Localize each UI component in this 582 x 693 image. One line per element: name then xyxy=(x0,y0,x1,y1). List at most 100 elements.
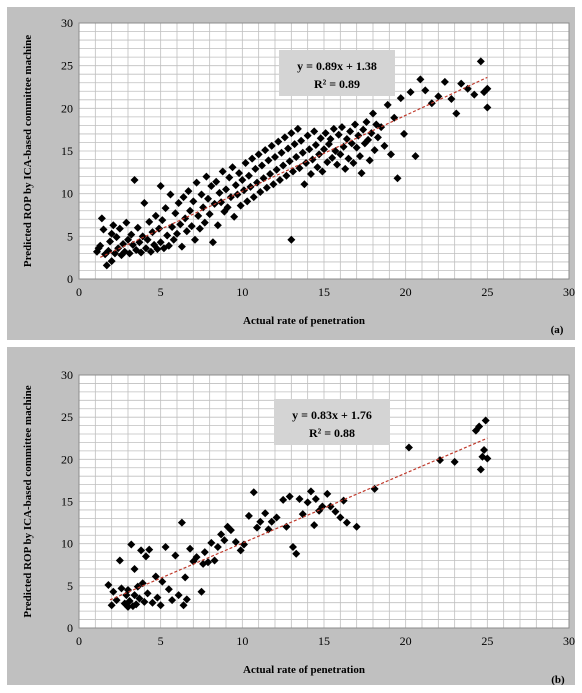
data-point xyxy=(145,545,154,554)
data-point xyxy=(174,199,183,208)
data-point xyxy=(228,163,237,172)
data-point xyxy=(300,180,309,189)
data-point xyxy=(233,190,242,199)
y-tick-label: 10 xyxy=(61,187,73,201)
data-point xyxy=(125,597,134,606)
data-point xyxy=(342,518,351,527)
data-point xyxy=(146,247,155,256)
data-point xyxy=(386,150,395,159)
data-point xyxy=(316,134,325,143)
data-point xyxy=(226,526,235,535)
data-point xyxy=(434,92,443,101)
data-point xyxy=(457,79,466,88)
data-point xyxy=(213,221,222,230)
data-point xyxy=(161,204,170,213)
data-point xyxy=(306,487,315,496)
data-point xyxy=(262,183,271,192)
data-point xyxy=(122,591,131,600)
data-point xyxy=(115,556,124,565)
data-point xyxy=(110,249,119,258)
data-point xyxy=(370,146,379,155)
data-point xyxy=(323,158,332,167)
y-tick-label: 5 xyxy=(67,579,73,593)
data-point xyxy=(450,457,459,466)
data-point xyxy=(277,148,286,157)
y-tick-label: 5 xyxy=(67,229,73,243)
data-point xyxy=(96,241,105,250)
data-point xyxy=(204,194,213,203)
data-point xyxy=(106,237,115,246)
data-point xyxy=(217,530,226,539)
data-point xyxy=(176,220,185,229)
data-point xyxy=(153,245,162,254)
equation-box xyxy=(279,50,395,96)
data-point xyxy=(212,177,221,186)
data-points xyxy=(104,416,492,611)
data-point xyxy=(190,235,199,244)
data-point xyxy=(463,84,472,93)
data-point xyxy=(256,517,265,526)
data-point xyxy=(341,164,350,173)
data-point xyxy=(244,511,253,520)
data-point xyxy=(107,257,116,266)
data-point xyxy=(320,145,328,154)
data-point xyxy=(362,117,371,126)
data-point xyxy=(120,599,129,608)
equation-box xyxy=(274,399,390,445)
y-axis-label: Predicted ROP by ICA-based committee mac… xyxy=(22,385,34,617)
y-tick-label: 25 xyxy=(61,59,73,73)
data-point xyxy=(197,587,206,596)
data-point xyxy=(393,174,402,183)
data-point xyxy=(102,261,111,270)
data-point xyxy=(182,227,191,236)
data-point xyxy=(124,235,132,244)
data-point xyxy=(177,518,186,527)
data-point xyxy=(141,244,150,253)
data-point xyxy=(109,587,118,596)
data-point xyxy=(290,140,299,149)
trendline xyxy=(109,437,488,601)
plot-border xyxy=(78,374,570,629)
data-point xyxy=(210,556,219,565)
x-tick-label: 15 xyxy=(318,285,330,299)
data-point xyxy=(156,601,165,610)
trendline xyxy=(99,76,488,258)
data-point xyxy=(481,416,490,425)
data-point xyxy=(127,540,136,549)
scatter-chart-a: 0 5 10 15 20 25 30 0 5 10 15 20 25 30 Actual rate of p… xyxy=(22,16,575,336)
y-tick-label: 30 xyxy=(61,368,73,382)
x-axis-label: Actual rate of penetration xyxy=(243,664,365,676)
data-point xyxy=(137,546,146,555)
data-point xyxy=(132,600,141,609)
data-point xyxy=(328,153,337,162)
data-point xyxy=(264,525,273,534)
y-tick-label: 0 xyxy=(67,621,73,635)
data-point xyxy=(306,170,315,179)
data-point xyxy=(109,221,118,230)
data-point xyxy=(287,235,296,244)
data-point xyxy=(295,494,304,503)
data-point xyxy=(125,249,134,258)
data-point xyxy=(207,181,216,190)
data-point xyxy=(169,235,178,244)
data-point xyxy=(130,564,139,573)
data-point xyxy=(231,537,240,546)
panel-label: (b) xyxy=(551,674,565,685)
data-point xyxy=(275,176,284,185)
y-tick-label: 20 xyxy=(61,101,73,115)
data-point xyxy=(297,136,306,145)
data-point xyxy=(336,513,345,522)
data-point xyxy=(344,154,353,163)
data-point xyxy=(411,152,420,161)
data-point xyxy=(279,495,288,504)
data-point xyxy=(199,203,208,212)
data-point xyxy=(380,141,389,150)
data-point xyxy=(243,197,252,206)
data-point xyxy=(141,552,150,561)
data-point xyxy=(117,584,126,593)
data-point xyxy=(452,109,461,118)
data-point xyxy=(137,248,146,257)
data-point xyxy=(269,180,278,189)
data-point xyxy=(158,216,167,225)
y-tick-label: 10 xyxy=(61,537,73,551)
